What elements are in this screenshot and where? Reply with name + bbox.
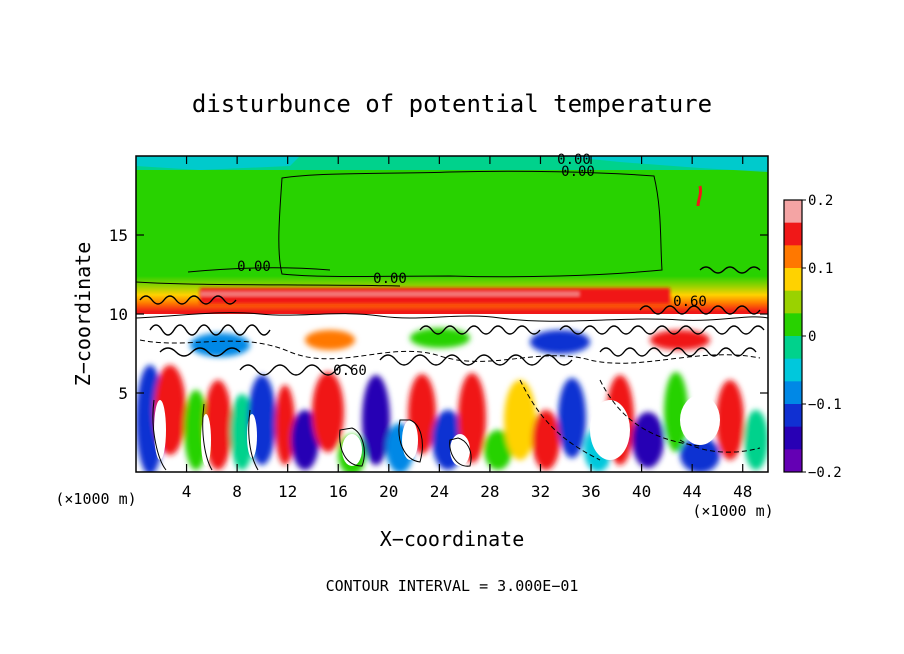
x-tick-label: 8 <box>232 482 242 501</box>
y-tick-label: 5 <box>118 384 128 403</box>
x-tick-label: 48 <box>733 482 752 501</box>
turbulent-plumes <box>136 328 768 472</box>
inversion-highlight <box>200 291 580 297</box>
y-axis-label: Z−coordinate <box>71 242 95 387</box>
colorbar-swatch <box>784 200 802 224</box>
temperature-field <box>136 156 768 472</box>
x-tick-label: 28 <box>480 482 499 501</box>
y-tick-label: 10 <box>109 305 128 324</box>
x-tick-label: 16 <box>329 482 348 501</box>
y-tick-label: 15 <box>109 226 128 245</box>
x-tick-label: 36 <box>581 482 600 501</box>
chart-title: disturbunce of potential temperature <box>192 90 712 118</box>
contour-plume-3 <box>519 379 761 461</box>
colorbar-swatch <box>784 426 802 450</box>
contour-lines <box>136 170 768 471</box>
contour-mixed-mid <box>139 339 761 364</box>
x-tick-label: 12 <box>278 482 297 501</box>
x-tick-label: 24 <box>430 482 449 501</box>
contour-label: 0.60 <box>333 363 367 379</box>
x-tick-label: 44 <box>683 482 702 501</box>
colorbar-tick-label: 0.1 <box>808 261 833 277</box>
colorbar-swatch <box>784 358 802 382</box>
x-tick-label: 32 <box>531 482 550 501</box>
x-axis-label: X−coordinate <box>380 527 525 551</box>
colorbar: 0.2 0.1 0 −0.1 −0.2 <box>783 193 842 481</box>
colorbar-swatch <box>784 404 802 428</box>
contour-label: 0.00 <box>561 164 595 180</box>
x-axis-unit: (×1000 m) <box>692 502 773 520</box>
contour-mixed-top <box>136 312 768 322</box>
contour-upper-zero <box>278 170 663 278</box>
x-tick-label: 4 <box>182 482 192 501</box>
colorbar-swatch <box>784 449 802 473</box>
top-boundary-patches <box>136 156 768 172</box>
colorbar-tick-label: −0.2 <box>808 465 842 481</box>
colorbar-tick-label: 0.2 <box>808 193 833 209</box>
contour-plume-1 <box>152 399 259 471</box>
colorbar-swatch <box>784 245 802 269</box>
colorbar-swatch <box>784 336 802 360</box>
contour-lower-zero <box>136 267 401 287</box>
y-axis-unit: (×1000 m) <box>55 490 136 508</box>
upper-layer <box>136 156 768 286</box>
colorbar-tick-label: −0.1 <box>808 397 842 413</box>
contour-interval-note: CONTOUR INTERVAL = 3.000E−01 <box>326 577 579 595</box>
contour-label: 0.60 <box>673 294 707 310</box>
colorbar-swatch <box>784 268 802 292</box>
colorbar-swatch <box>784 313 802 337</box>
warm-streak <box>696 185 703 207</box>
colorbar-tick-label: 0 <box>808 329 816 345</box>
plume-cores <box>154 395 720 466</box>
x-tick-label: 20 <box>379 482 398 501</box>
contour-plume-2 <box>339 419 472 467</box>
x-tick-label: 40 <box>632 482 651 501</box>
contour-label: 0.00 <box>237 259 271 275</box>
x-axis: 4 8 12 16 20 24 28 32 36 40 44 48 <box>182 156 752 501</box>
contour-label: 0.00 <box>373 271 407 287</box>
colorbar-swatch <box>784 222 802 246</box>
colorbar-swatch <box>784 381 802 405</box>
y-axis: 5 10 15 <box>109 226 768 403</box>
colorbar-swatch <box>784 290 802 314</box>
contour-texture <box>139 266 765 376</box>
